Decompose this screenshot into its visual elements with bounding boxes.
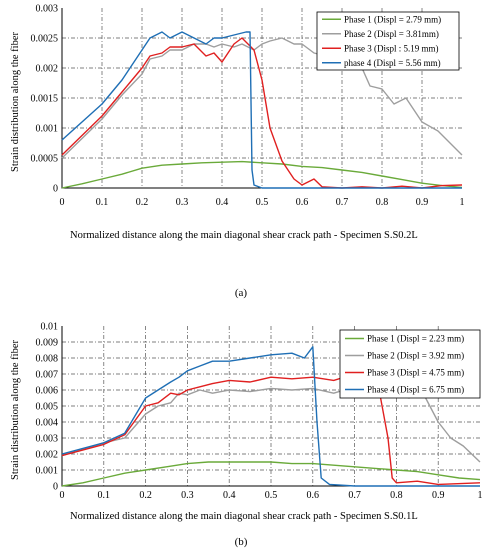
x-tick-label: 0.4 (216, 197, 229, 208)
x-tick-label: 0.3 (176, 197, 189, 208)
series-line-1 (61, 160, 463, 189)
y-axis-label: Strain distribution along the fiber (10, 32, 21, 172)
x-tick-label: 0.6 (307, 490, 320, 501)
x-tick-label: 0.1 (96, 197, 109, 208)
x-tick-label: 0.5 (256, 197, 269, 208)
legend-entry: Phase 3 (Displ = 4.75 mm) (367, 368, 464, 378)
series-line-4 (61, 346, 480, 487)
legend-entry: Phase 2 (Displ = 3.92 mm) (367, 351, 464, 361)
x-tick-label: 0.4 (223, 490, 236, 501)
x-tick-label: 0.7 (348, 490, 361, 501)
x-tick-label: 0.6 (296, 197, 309, 208)
chart-panel-1: 0 0.1 0.2 0.3 0.4 0.5 0.6 0.7 0.8 0.9 1 0 0.0005 0.00… (10, 4, 465, 300)
y-tick-label: 0.004 (36, 418, 59, 429)
x-tick-label: 0.3 (181, 490, 194, 501)
x-tick-label: 0 (60, 197, 65, 208)
series-line-1 (61, 461, 481, 487)
legend-entry: phase 4 (Displ = 5.56 mm) (344, 58, 441, 68)
x-tick-label: 0.9 (416, 197, 429, 208)
x-tick-label: 0.1 (98, 490, 111, 501)
x-tick-label: 0 (60, 490, 65, 501)
series-line-3 (61, 37, 463, 189)
y-tick-label: 0.0005 (31, 154, 59, 165)
y-tick-label: 0.002 (36, 450, 59, 461)
x-axis-label: Normalized distance along the main diago… (70, 230, 418, 241)
y-axis-label: Strain distribution along the fiber (10, 340, 21, 480)
y-tick-label: 0.0025 (31, 34, 59, 45)
chart-panel-2: 0 0.1 0.2 0.3 0.4 0.5 0.6 0.7 0.8 0.9 1 0 0.001 0.002… (10, 322, 483, 549)
x-tick-label: 1 (460, 197, 465, 208)
series-line-4 (61, 31, 462, 189)
panel-label: (a) (235, 287, 248, 299)
x-tick-label: 1 (478, 490, 483, 501)
y-tick-label: 0 (53, 184, 58, 195)
y-tick-label: 0.002 (36, 64, 59, 75)
y-tick-label: 0.005 (36, 402, 59, 413)
series-line-2 (61, 386, 481, 463)
x-axis-label: Normalized distance along the main diago… (70, 511, 418, 522)
x-tick-label: 0.8 (376, 197, 389, 208)
y-tick-label: 0.006 (36, 386, 59, 397)
legend: Phase 1 (Displ = 2.79 mm) Phase 2 (Displ … (316, 11, 460, 71)
y-tick-label: 0.01 (41, 322, 59, 333)
x-tick-label: 0.8 (390, 490, 403, 501)
legend: Phase 1 (Displ = 2.23 mm) Phase 2 (Displ … (339, 329, 481, 399)
legend-entry: Phase 1 (Displ = 2.79 mm) (344, 14, 441, 24)
x-tick-label: 0.5 (265, 490, 278, 501)
y-tick-label: 0.001 (36, 124, 59, 135)
y-tick-label: 0.003 (36, 434, 59, 445)
legend-entry: Phase 4 (Displ = 6.75 mm) (367, 385, 464, 395)
legend-entry: Phase 2 (Displ = 3.81mm) (344, 29, 439, 39)
x-tick-label: 0.9 (432, 490, 445, 501)
panel-label: (b) (235, 536, 248, 548)
x-tick-label: 0.2 (136, 197, 149, 208)
y-tick-label: 0.009 (36, 338, 59, 349)
y-tick-label: 0.007 (36, 370, 59, 381)
legend-entry: Phase 3 (Displ : 5.19 mm) (344, 43, 439, 53)
legend-entry: Phase 1 (Displ = 2.23 mm) (367, 334, 464, 344)
y-tick-label: 0 (53, 482, 58, 493)
y-tick-label: 0.003 (36, 4, 59, 15)
y-tick-label: 0.008 (36, 354, 59, 365)
x-tick-label: 0.7 (336, 197, 349, 208)
series-line-3 (61, 373, 481, 486)
y-tick-label: 0.0015 (31, 94, 59, 105)
y-tick-label: 0.001 (36, 466, 59, 477)
series-line-2 (61, 37, 463, 159)
x-tick-label: 0.2 (139, 490, 152, 501)
